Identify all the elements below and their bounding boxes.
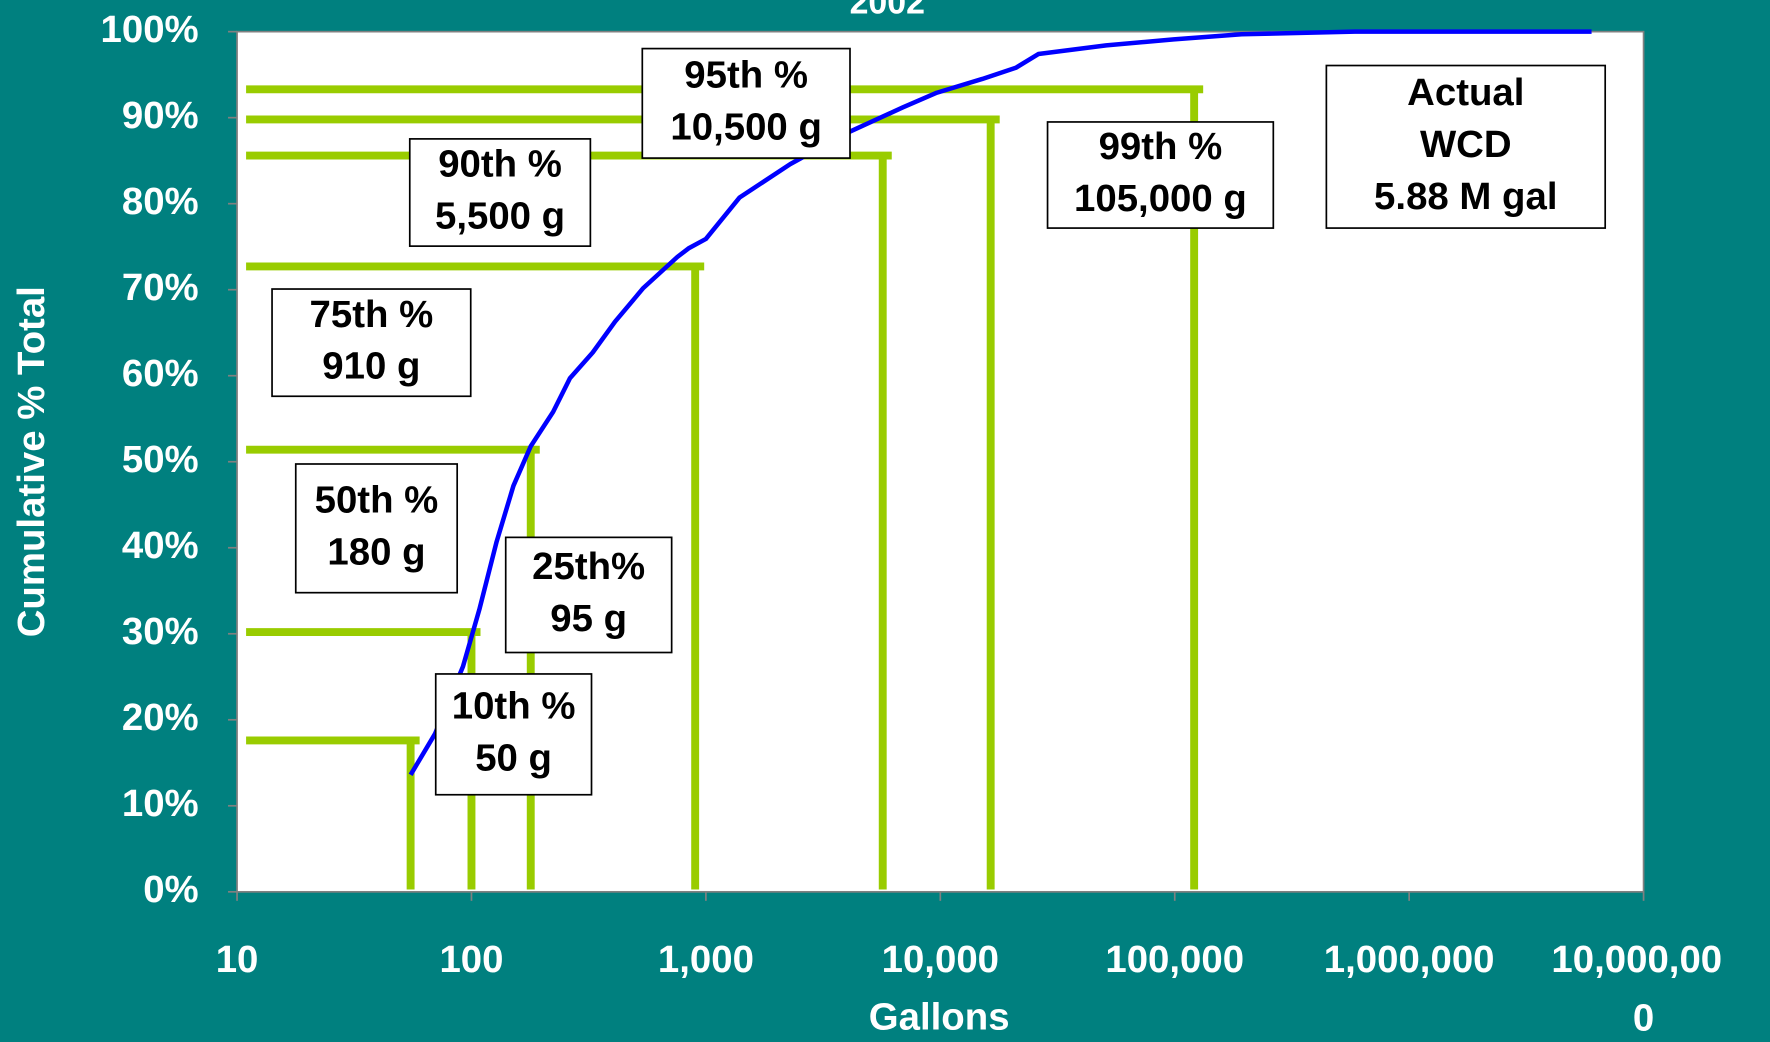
annotation-text: 50 g (475, 736, 552, 779)
annotation-text: 75th % (310, 293, 434, 336)
annotation-text: 180 g (327, 530, 425, 573)
annotation-text: 5,500 g (435, 195, 565, 238)
y-tick-label: 10% (122, 782, 199, 825)
percentile-line (246, 262, 705, 890)
annotation-frame (294, 463, 459, 594)
annotation-frame (408, 138, 592, 247)
x-tick-label: 100 (439, 938, 503, 981)
x-tick-label: 1,000,000 (1324, 938, 1495, 981)
y-tick-label: 50% (122, 438, 199, 481)
annotation-box: 90th % 5,500 g (408, 138, 592, 247)
annotation-frame (504, 536, 673, 654)
annotation-text: 10th % (452, 685, 576, 728)
x-tick-label: 10,000,00 0 (1551, 938, 1722, 1040)
y-axis-label: Cumulative % Total (10, 286, 53, 637)
annotation-text: 25th% (532, 545, 645, 588)
annotation-text: 105,000 g (1074, 177, 1247, 220)
chart-title: 2002 (850, 0, 925, 21)
annotation-frame (1325, 64, 1607, 229)
annotation-text: 5.88 M gal (1374, 175, 1557, 218)
annotation-frame (271, 288, 472, 398)
annotation-text: 90th % (438, 143, 562, 186)
annotation-frame (1046, 121, 1275, 229)
y-tick-label: 60% (122, 352, 199, 395)
x-tick-label: 10,000 (882, 938, 999, 981)
y-tick-label: 90% (122, 94, 199, 137)
annotation-frame (434, 673, 593, 796)
y-tick-label: 0% (143, 868, 198, 911)
y-tick-label: 20% (122, 696, 199, 739)
annotation-text: 910 g (322, 345, 420, 388)
annotation-text: 99th % (1099, 125, 1223, 168)
x-tick-label: 10 (216, 938, 259, 981)
annotation-box: 99th % 105,000 g (1046, 121, 1275, 229)
y-tick-label: 70% (122, 266, 199, 309)
percentile-line (246, 736, 420, 890)
annotation-box: 25th% 95 g (504, 536, 673, 654)
annotation-box: 10th % 50 g (434, 673, 593, 796)
y-tick-label: 80% (122, 180, 199, 223)
annotation-frame (641, 47, 851, 159)
annotation-box: Actual WCD 5.88 M gal (1325, 64, 1607, 229)
data-line (408, 29, 1592, 776)
annotation-text: WCD (1420, 123, 1512, 166)
annotation-box: 75th % 910 g (271, 288, 472, 398)
annotation-text: Actual (1407, 71, 1524, 114)
y-tick-label: 100% (101, 8, 199, 51)
x-axis-label: Gallons (869, 996, 1010, 1039)
x-tick-label: 100,000 (1105, 938, 1244, 981)
y-tick-label: 30% (122, 610, 199, 653)
annotation-box: 95th % 10,500 g (641, 47, 851, 159)
y-tick-label: 40% (122, 524, 199, 567)
annotation-text: 95 g (550, 597, 627, 640)
x-tick-label: 1,000 (658, 938, 754, 981)
percentile-line (246, 445, 540, 890)
annotation-box: 50th % 180 g (294, 463, 459, 594)
annotation-text: 50th % (315, 479, 439, 522)
annotation-text: 95th % (684, 54, 808, 97)
annotation-text: 10,500 g (670, 105, 821, 148)
